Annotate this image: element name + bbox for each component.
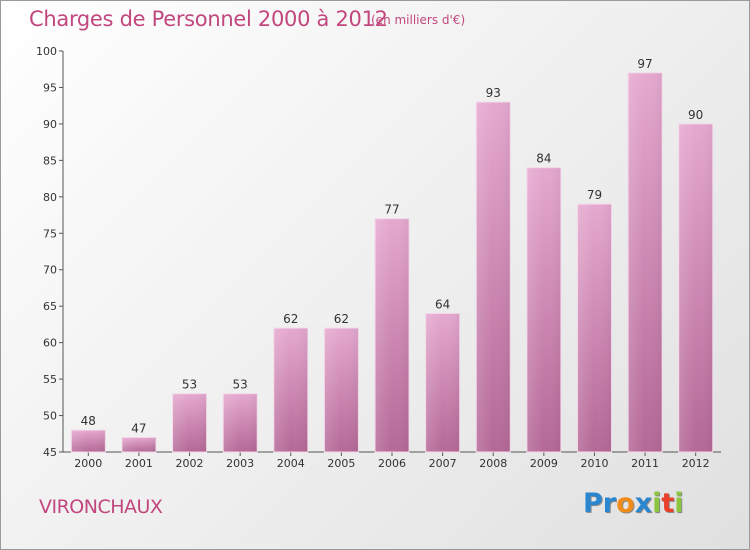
data-label-2008: 93 (486, 86, 501, 100)
data-label-2000: 48 (81, 414, 96, 428)
y-tick-label: 95 (43, 81, 57, 94)
y-tick-label: 55 (43, 373, 57, 386)
y-tick-label: 75 (43, 227, 57, 240)
data-label-2006: 77 (384, 203, 399, 217)
bar-shine (476, 102, 511, 452)
logo-letter: P (583, 488, 603, 519)
bar-chart: 45 50 55 60 65 70 75 80 85 90 95 100 2000 2001 2002 200… (36, 45, 721, 470)
data-label-2001: 47 (131, 421, 146, 435)
bar-shine (71, 430, 106, 452)
logo-letter: x (634, 488, 653, 519)
commune-name: VIRONCHAUX (39, 496, 163, 518)
y-tick-label: 90 (43, 118, 57, 131)
bar-shine (223, 393, 258, 452)
data-label-2003: 53 (233, 378, 248, 392)
x-tick-label: 2012 (682, 457, 710, 470)
y-tick-label: 70 (43, 264, 57, 277)
data-label-2011: 97 (637, 57, 652, 71)
bar-shine (526, 167, 561, 452)
bar-shine (375, 218, 409, 452)
y-tick-label: 85 (43, 154, 57, 167)
x-tick-label: 2011 (631, 457, 659, 470)
axes: 45 50 55 60 65 70 75 80 85 90 95 100 2000 2001 2002 200… (36, 45, 721, 470)
data-label-2004: 62 (283, 312, 298, 326)
bar-shine (425, 313, 460, 452)
bar-shine (324, 328, 359, 452)
y-tick-label: 65 (43, 300, 57, 313)
logo-letter: i (652, 488, 662, 519)
chart-subtitle: (en milliers d'€) (371, 13, 466, 27)
x-tick-label: 2004 (277, 457, 305, 470)
data-label-2005: 62 (334, 312, 349, 326)
x-tick-label: 2002 (176, 457, 204, 470)
data-label-2009: 84 (536, 152, 551, 166)
data-label-2007: 64 (435, 297, 450, 311)
data-label-2012: 90 (688, 108, 703, 122)
bar-shine (273, 328, 308, 452)
bar-shine (678, 123, 713, 452)
x-tick-label: 2008 (479, 457, 507, 470)
bar-shine (628, 72, 663, 452)
data-label-2010: 79 (587, 188, 602, 202)
bars (70, 72, 714, 453)
x-tick-label: 2005 (327, 457, 355, 470)
y-tick-label: 60 (43, 337, 57, 350)
x-tick-label: 2000 (74, 457, 102, 470)
bar-shine (577, 204, 612, 452)
logo-letter: r (602, 488, 617, 519)
y-tick-label: 100 (36, 45, 57, 58)
proxiti-logo: Proxiti (583, 488, 684, 519)
chart-title: Charges de Personnel 2000 à 2012 (29, 7, 388, 31)
y-tick-label: 45 (43, 446, 57, 459)
bar-shine (172, 393, 207, 452)
x-tick-label: 2006 (378, 457, 406, 470)
y-tick-label: 50 (43, 410, 57, 423)
y-tick-label: 80 (43, 191, 57, 204)
logo-letter: i (674, 488, 684, 519)
x-tick-label: 2007 (429, 457, 457, 470)
x-tick-label: 2010 (580, 457, 608, 470)
logo-letter: o (616, 488, 635, 519)
data-labels: 48 47 53 53 62 62 77 64 93 84 79 97 90 (81, 57, 704, 436)
logo-letter: t (661, 488, 675, 519)
data-label-2002: 53 (182, 378, 197, 392)
x-tick-label: 2003 (226, 457, 254, 470)
x-tick-label: 2001 (125, 457, 153, 470)
x-tick-label: 2009 (530, 457, 558, 470)
bar-shine (121, 437, 156, 452)
